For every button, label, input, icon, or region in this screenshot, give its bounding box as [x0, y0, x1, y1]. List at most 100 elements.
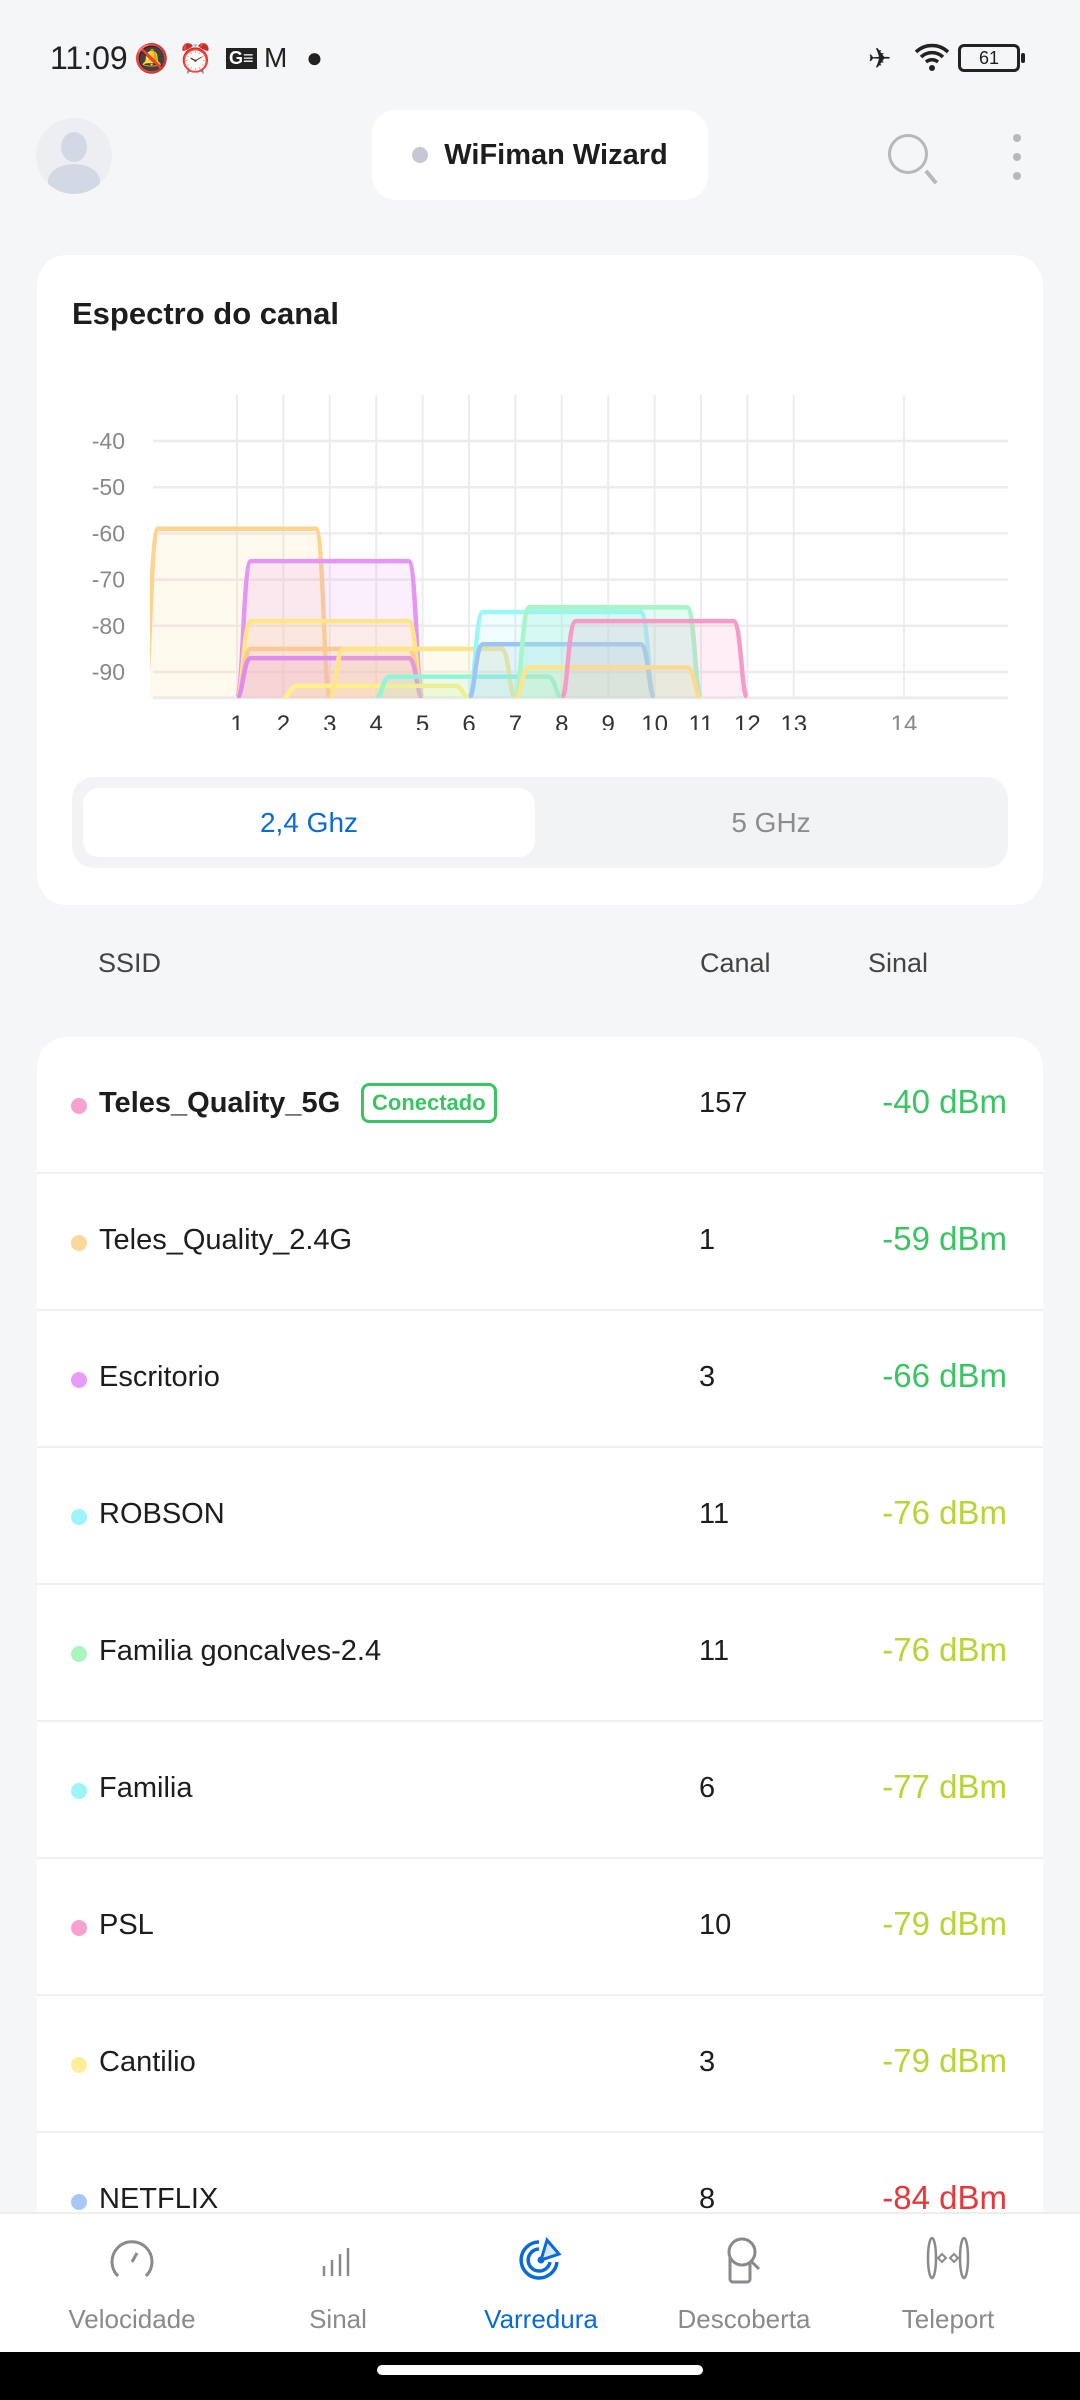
- x-tick-label: 1: [230, 711, 243, 730]
- channel-spectrum-chart: -40-50-60-70-80-901 2 3 4 5 6 7 8 9 10 11 12 13 14: [92, 395, 1008, 730]
- network-selector[interactable]: WiFiman Wizard: [372, 110, 708, 200]
- spectrum-area: [150, 528, 330, 698]
- x-tick-label: 4: [370, 711, 383, 730]
- spectrum-area: [469, 611, 655, 698]
- ssid: Escritorio: [99, 1361, 220, 1393]
- spectrum-curve: [514, 665, 703, 698]
- spectrum-area: [469, 644, 655, 698]
- network-row[interactable]: Escritorio 3 -66 dBm: [37, 1311, 1043, 1448]
- y-tick-label: -80: [92, 613, 125, 639]
- spectrum-area: [283, 685, 469, 698]
- signal: -59 dBm: [882, 1220, 1007, 1257]
- spectrum-area: [329, 648, 516, 698]
- battery-icon: 61: [958, 44, 1025, 72]
- tab-2-4-ghz[interactable]: 2,4 Ghz: [83, 788, 535, 857]
- airplane-icon: ✈: [868, 43, 892, 74]
- signal: -76 dBm: [882, 1631, 1007, 1668]
- spectrum-curve: [466, 642, 657, 698]
- tab-5-ghz[interactable]: 5 GHz: [731, 806, 811, 838]
- x-tick-label: 3: [323, 711, 336, 730]
- spectrum-curve: [327, 646, 518, 698]
- channel: 3: [699, 2046, 716, 2078]
- signal: -40 dBm: [882, 1083, 1007, 1120]
- network-color-dot: [71, 2057, 87, 2073]
- column-header-signal[interactable]: Sinal: [868, 948, 929, 978]
- avatar[interactable]: [36, 118, 112, 194]
- spectrum-curve: [559, 618, 750, 698]
- more-options-icon[interactable]: [1012, 134, 1022, 180]
- signal: -77 dBm: [882, 1768, 1007, 1805]
- nav-descoberta[interactable]: Descoberta: [636, 2214, 852, 2354]
- home-indicator[interactable]: [377, 2365, 703, 2375]
- network-color-dot: [71, 1372, 87, 1388]
- signal: -76 dBm: [882, 1494, 1007, 1531]
- gmail-icon: M: [264, 42, 288, 73]
- app-icon: ●: [306, 42, 323, 73]
- connected-badge: Conectado: [361, 1083, 497, 1123]
- spectrum-area: [237, 561, 423, 698]
- device-discovery-icon: [727, 2237, 761, 2284]
- nav-label: Sinal: [309, 2304, 367, 2334]
- nav-varredura[interactable]: Varredura: [433, 2214, 649, 2354]
- network-row[interactable]: Teles_Quality_2.4G 1 -59 dBm: [37, 1174, 1043, 1311]
- channel: 10: [699, 1909, 732, 1941]
- nav-label: Descoberta: [677, 2304, 811, 2334]
- nav-teleport[interactable]: Teleport: [840, 2214, 1056, 2354]
- signal-bars-icon: [322, 2248, 350, 2276]
- speedometer-icon: [110, 2240, 154, 2278]
- nav-sinal[interactable]: Sinal: [230, 2214, 446, 2354]
- column-header-channel[interactable]: Canal: [700, 948, 771, 978]
- network-color-dot: [71, 2194, 87, 2210]
- network-color-dot: [71, 1098, 87, 1114]
- network-row[interactable]: Familia goncalves-2.4 11 -76 dBm: [37, 1585, 1043, 1722]
- y-tick-label: -70: [92, 567, 125, 593]
- y-tick-label: -90: [92, 659, 125, 685]
- network-row[interactable]: PSL 10 -79 dBm: [37, 1859, 1043, 1996]
- network-row[interactable]: Cantilio 3 -79 dBm: [37, 1996, 1043, 2133]
- spectrum-area: [561, 621, 748, 698]
- signal: -79 dBm: [882, 1905, 1007, 1942]
- mute-icon: 🔕: [134, 43, 169, 74]
- channel: 6: [699, 1772, 716, 1804]
- ssid: Familia: [99, 1772, 193, 1804]
- nav-label: Teleport: [901, 2304, 995, 2334]
- spectrum-curve: [234, 655, 425, 698]
- network-color-dot: [71, 1235, 87, 1251]
- channel: 3: [699, 1361, 716, 1393]
- band-selector: 2,4 Ghz 5 GHz: [72, 777, 1008, 868]
- x-tick-label: 13: [780, 711, 807, 730]
- x-tick-label: 14: [891, 711, 918, 730]
- ssid: Cantilio: [99, 2046, 196, 2078]
- search-icon[interactable]: [888, 134, 928, 174]
- channel: 11: [699, 1498, 730, 1530]
- spectrum-curve: [375, 674, 563, 698]
- teleport-icon: [926, 2236, 970, 2280]
- wifi-icon: [914, 42, 950, 79]
- nav-velocidade[interactable]: Velocidade: [24, 2214, 240, 2354]
- status-bar: 11:09 🔕 ⏰ G≡ M ● ✈ 61: [0, 0, 1080, 100]
- network-row[interactable]: Familia 6 -77 dBm: [37, 1722, 1043, 1859]
- app-title: WiFiman Wizard: [444, 138, 668, 171]
- x-tick-label: 9: [602, 711, 615, 730]
- network-color-dot: [71, 1783, 87, 1799]
- network-color-dot: [71, 1509, 87, 1525]
- column-header-ssid[interactable]: SSID: [98, 948, 162, 978]
- ssid: PSL: [99, 1909, 154, 1941]
- status-dot: [412, 147, 429, 163]
- network-row[interactable]: ROBSON 11 -76 dBm: [37, 1448, 1043, 1585]
- x-tick-label: 5: [416, 711, 429, 730]
- ssid: ROBSON: [99, 1498, 225, 1530]
- signal: -84 dBm: [882, 2179, 1007, 2216]
- x-tick-label: 11: [689, 711, 714, 730]
- network-color-dot: [71, 1920, 87, 1936]
- nav-label: Velocidade: [68, 2304, 196, 2334]
- ssid: NETFLIX: [99, 2183, 219, 2215]
- alarm-icon: ⏰: [178, 43, 213, 74]
- spectrum-area: [515, 607, 701, 698]
- x-tick-label: 8: [555, 711, 568, 730]
- spectrum-area: [376, 676, 562, 698]
- network-row[interactable]: Teles_Quality_5G Conectado 157 -40 dBm: [37, 1037, 1043, 1174]
- x-tick-label: 10: [641, 711, 668, 730]
- spectrum-area: [515, 667, 701, 698]
- ssid: Teles_Quality_5G: [99, 1087, 341, 1119]
